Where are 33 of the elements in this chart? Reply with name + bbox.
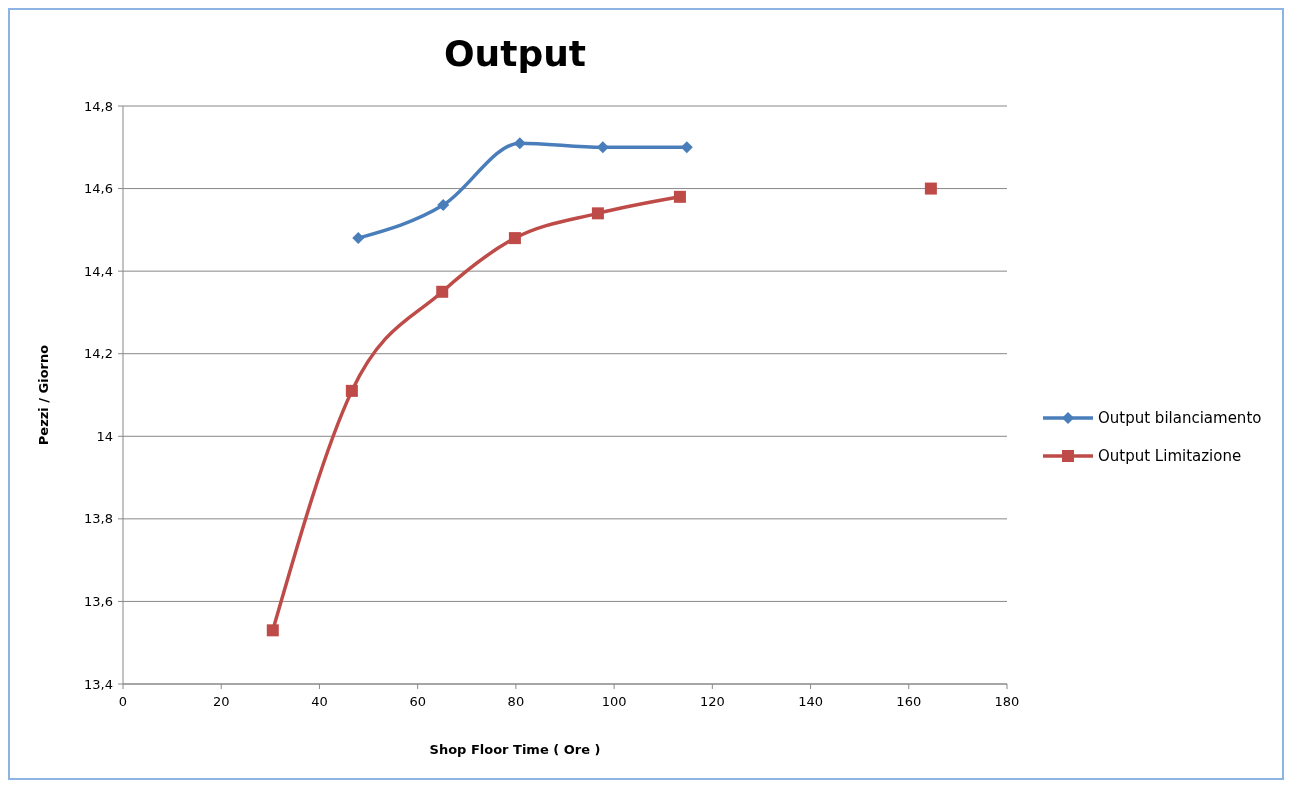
y-tick-label: 14,2 bbox=[84, 346, 113, 362]
y-axis-title: Pezzi / Giorno bbox=[36, 344, 51, 446]
point bbox=[673, 190, 686, 203]
point bbox=[508, 232, 521, 245]
point bbox=[591, 207, 604, 220]
legend-label: Output bilanciamento bbox=[1098, 409, 1262, 428]
point bbox=[345, 384, 358, 397]
y-tick-label: 14,4 bbox=[84, 263, 113, 279]
y-tick-label: 13,6 bbox=[84, 593, 113, 609]
y-tick-label: 14 bbox=[96, 428, 113, 444]
point bbox=[352, 232, 365, 245]
point bbox=[266, 624, 279, 637]
x-tick-label: 0 bbox=[118, 694, 128, 709]
x-tick-label: 60 bbox=[409, 694, 426, 709]
x-tick-label: 20 bbox=[212, 694, 230, 709]
point bbox=[924, 182, 937, 195]
point bbox=[437, 199, 450, 212]
y-tick-label: 13,8 bbox=[84, 511, 113, 527]
y-tick-label: 14,8 bbox=[84, 98, 113, 114]
x-tick-label: 40 bbox=[311, 694, 328, 709]
x-tick-label: 160 bbox=[896, 694, 922, 709]
x-tick-label: 100 bbox=[601, 694, 627, 709]
legend-label: Output Limitazione bbox=[1098, 447, 1242, 466]
point bbox=[513, 137, 526, 150]
x-tick-label: 80 bbox=[507, 694, 525, 709]
chart-title: Output bbox=[443, 33, 587, 74]
point bbox=[436, 285, 449, 298]
x-axis-title: Shop Floor Time ( Ore ) bbox=[429, 742, 601, 757]
x-tick-label: 140 bbox=[798, 694, 823, 709]
x-tick-label: 120 bbox=[699, 694, 725, 709]
x-tick-label: 180 bbox=[994, 694, 1020, 709]
y-tick-label: 13,4 bbox=[84, 676, 113, 692]
y-tick-label: 14,6 bbox=[84, 181, 113, 197]
